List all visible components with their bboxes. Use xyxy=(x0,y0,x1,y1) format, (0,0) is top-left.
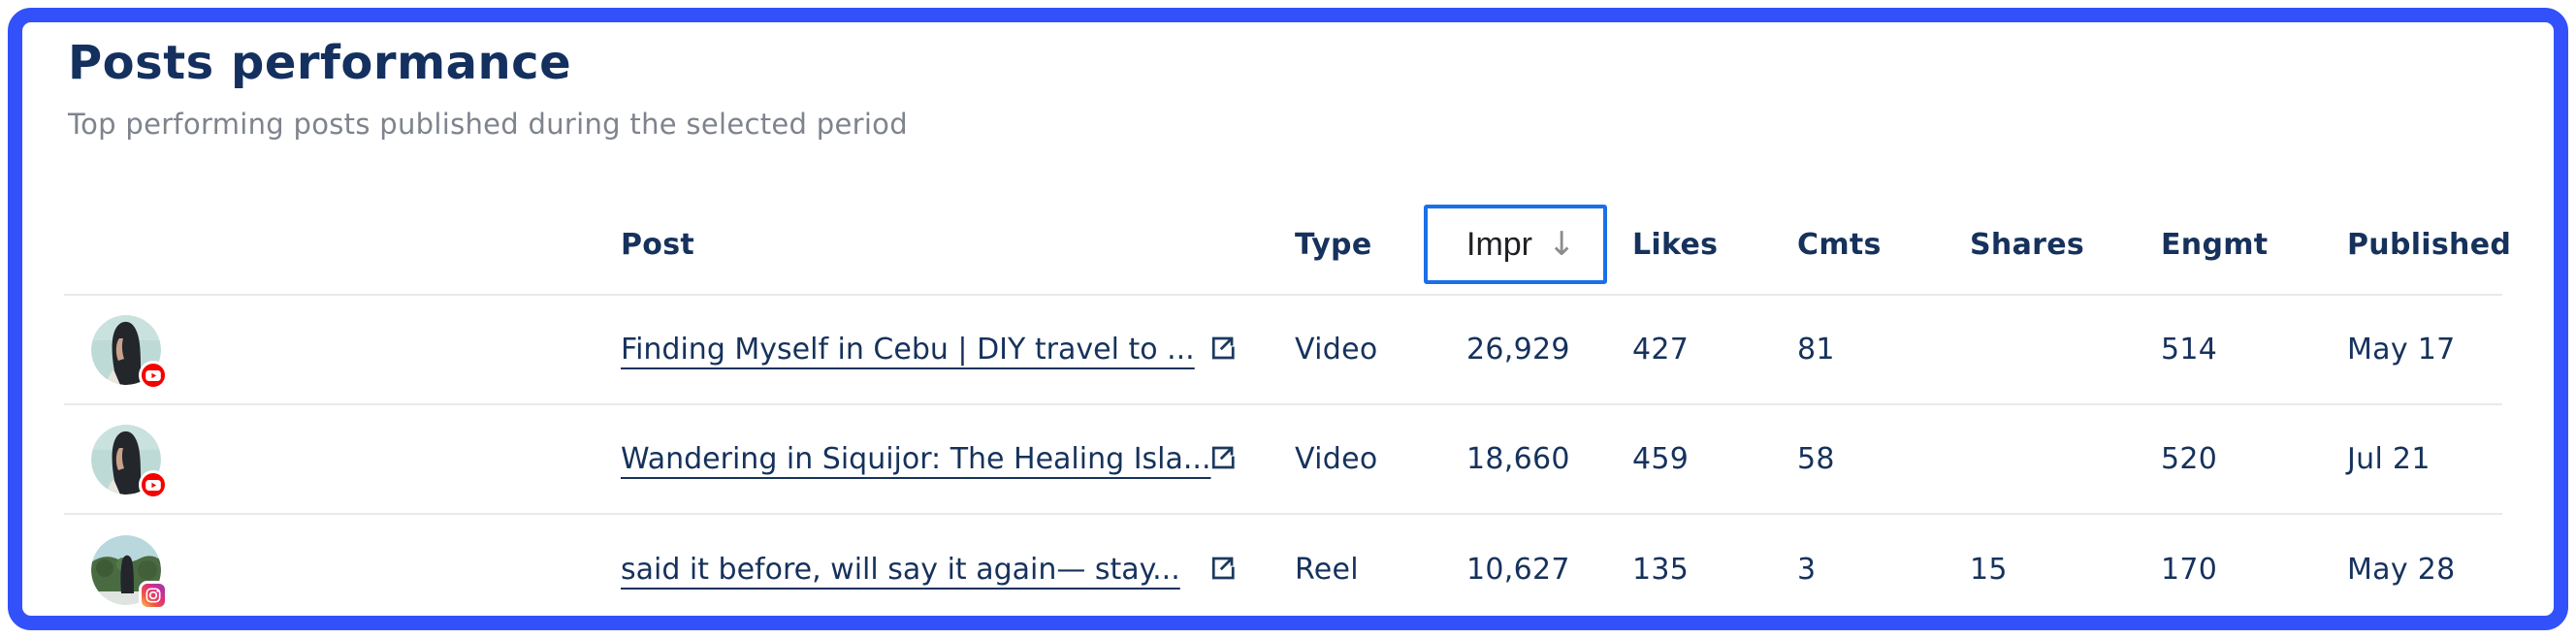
col-header-impr-label: Impr xyxy=(1466,225,1532,263)
post-avatar-cell xyxy=(64,424,621,499)
sort-desc-icon: ↓ xyxy=(1548,225,1576,264)
instagram-icon xyxy=(139,580,168,610)
youtube-icon xyxy=(139,360,168,390)
avatar xyxy=(91,424,168,499)
cell-type: Reel xyxy=(1295,553,1359,587)
post-title-link[interactable]: Wandering in Siquijor: The Healing Isla.… xyxy=(621,442,1211,476)
cell-type: Video xyxy=(1295,333,1378,367)
cell-cmts: 3 xyxy=(1797,553,1817,587)
cell-cmts: 58 xyxy=(1797,442,1835,476)
cell-published: Jul 21 xyxy=(2347,442,2431,476)
external-link-icon[interactable] xyxy=(1208,443,1237,472)
cell-likes: 459 xyxy=(1632,442,1690,476)
table-row: Wandering in Siquijor: The Healing Isla.… xyxy=(64,405,2502,515)
col-header-engmt[interactable]: Engmt xyxy=(2161,227,2269,262)
cell-shares: 15 xyxy=(1970,553,2008,587)
external-link-icon[interactable] xyxy=(1208,334,1237,363)
cell-engmt: 514 xyxy=(2161,333,2218,367)
cell-engmt: 170 xyxy=(2161,553,2218,587)
cell-likes: 135 xyxy=(1632,553,1690,587)
sort-active-box[interactable]: Impr ↓ xyxy=(1424,205,1607,284)
avatar xyxy=(91,314,168,390)
cell-published: May 17 xyxy=(2347,333,2456,367)
page-subtitle: Top performing posts published during th… xyxy=(68,108,908,141)
cell-likes: 427 xyxy=(1632,333,1690,367)
col-header-published[interactable]: Published xyxy=(2347,227,2512,262)
youtube-icon xyxy=(139,469,168,499)
col-header-type[interactable]: Type xyxy=(1295,227,1372,262)
post-title-link[interactable]: Finding Myself in Cebu | DIY travel to .… xyxy=(621,333,1195,367)
cell-impr: 10,627 xyxy=(1466,553,1570,587)
col-header-likes[interactable]: Likes xyxy=(1632,227,1719,262)
col-header-shares[interactable]: Shares xyxy=(1970,227,2085,262)
table-row: Finding Myself in Cebu | DIY travel to .… xyxy=(64,296,2502,405)
page-title: Posts performance xyxy=(68,36,572,90)
posts-performance-card: Posts performance Top performing posts p… xyxy=(8,8,2568,630)
posts-table: Post Type Impr ↓ Likes Cmts Shares Engmt… xyxy=(64,195,2512,616)
cell-cmts: 81 xyxy=(1797,333,1835,367)
profile-photo xyxy=(91,314,161,385)
cell-engmt: 520 xyxy=(2161,442,2218,476)
post-title-link[interactable]: said it before, will say it again— stay.… xyxy=(621,553,1180,587)
cell-impr: 18,660 xyxy=(1466,442,1570,476)
col-header-post[interactable]: Post xyxy=(621,227,694,262)
post-avatar-cell xyxy=(64,534,621,610)
col-header-impr[interactable]: Impr ↓ xyxy=(1424,205,1632,284)
post-avatar-cell xyxy=(64,314,621,390)
table-row: said it before, will say it again— stay.… xyxy=(64,515,2502,616)
cell-published: May 28 xyxy=(2347,553,2456,587)
table-header-row: Post Type Impr ↓ Likes Cmts Shares Engmt… xyxy=(64,195,2512,296)
avatar xyxy=(91,534,168,610)
col-header-cmts[interactable]: Cmts xyxy=(1797,227,1882,262)
cell-impr: 26,929 xyxy=(1466,333,1570,367)
cell-type: Video xyxy=(1295,442,1378,476)
external-link-icon[interactable] xyxy=(1208,554,1237,583)
